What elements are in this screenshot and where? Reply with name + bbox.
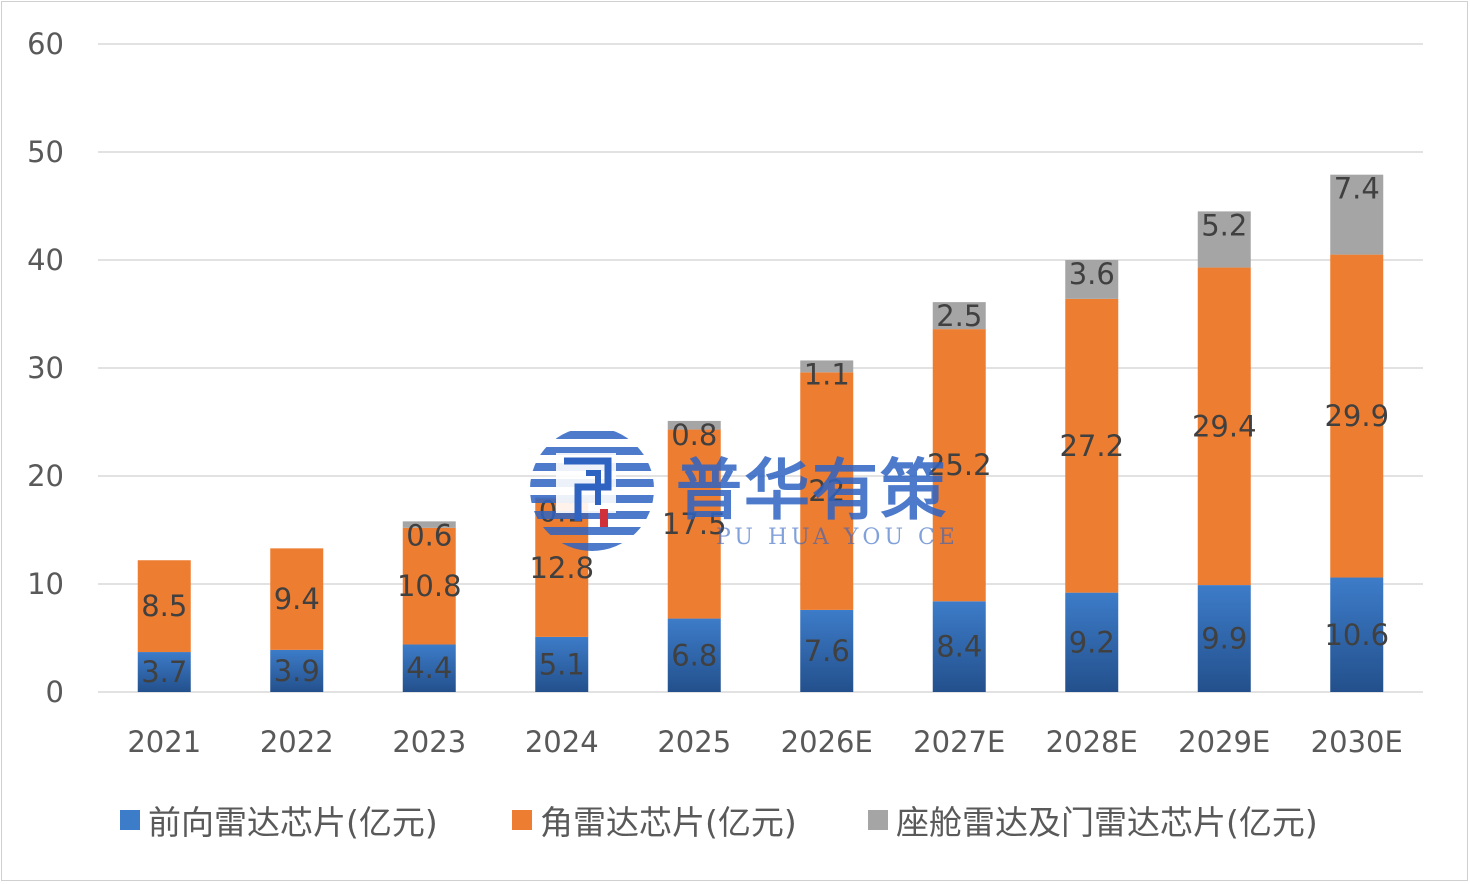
bar-segment <box>535 636 589 692</box>
data-label: 8.5 <box>141 589 187 623</box>
bar-segment <box>1330 174 1384 255</box>
bar-segment <box>535 498 589 637</box>
data-label: 9.4 <box>274 582 320 616</box>
data-label: 9.9 <box>1201 622 1247 656</box>
bar-segment <box>800 360 854 373</box>
bar-segment <box>270 649 324 692</box>
bar-segment <box>270 548 324 650</box>
data-label: 12.8 <box>529 551 594 585</box>
y-tick-label: 20 <box>27 459 64 493</box>
bar-segment <box>1197 211 1251 268</box>
bar-segment <box>1065 592 1119 692</box>
bar-segment <box>800 609 854 692</box>
legend-label: 座舱雷达及门雷达芯片(亿元) <box>896 803 1318 842</box>
legend-label: 角雷达芯片(亿元) <box>540 803 797 842</box>
stacked-bar-chart: 0 10 20 30 40 50 60 3.7 8.5 3.9 9.4 4.4 10.8 0.6 5.1 1… <box>27 27 1423 759</box>
data-label: 0.6 <box>406 518 452 552</box>
data-labels: 3.7 8.5 3.9 9.4 4.4 10.8 0.6 5.1 12.8 0.1 6.8 17.5 0… <box>141 172 1389 689</box>
data-label: 29.9 <box>1324 399 1389 433</box>
data-label: 6.8 <box>671 638 717 672</box>
x-tick-label: 2025 <box>657 725 731 759</box>
x-tick-label: 2021 <box>127 725 201 759</box>
y-tick-label: 50 <box>27 135 64 169</box>
y-tick-label: 10 <box>27 567 64 601</box>
bar-segment <box>667 429 721 619</box>
x-tick-label: 2026E <box>781 725 873 759</box>
data-label: 27.2 <box>1059 429 1124 463</box>
data-label: 7.6 <box>804 634 850 668</box>
legend-item: 前向雷达芯片(亿元) <box>120 796 438 844</box>
bar-segment <box>402 644 456 692</box>
bar-segment <box>402 521 456 528</box>
data-label: 0.8 <box>671 418 717 452</box>
data-label: 9.2 <box>1069 625 1115 659</box>
y-tick-label: 0 <box>46 675 64 709</box>
x-tick-label: 2023 <box>392 725 466 759</box>
data-label: 10.8 <box>397 569 462 603</box>
y-axis-ticks: 0 10 20 30 40 50 60 <box>27 27 64 709</box>
bar-segment <box>932 329 986 602</box>
bar-segment <box>667 618 721 692</box>
bar-segment <box>1197 267 1251 586</box>
data-label: 5.2 <box>1201 208 1247 242</box>
legend-item: 座舱雷达及门雷达芯片(亿元) <box>868 796 1318 844</box>
bar-segment <box>667 420 721 430</box>
bar-segment <box>1330 577 1384 692</box>
data-label: 5.1 <box>539 647 585 681</box>
bar-segment <box>137 652 191 692</box>
data-label: 3.6 <box>1069 257 1115 291</box>
data-label: 22 <box>808 474 845 508</box>
x-tick-label: 2022 <box>260 725 334 759</box>
bar-segment <box>1197 585 1251 692</box>
bar-segment <box>1065 298 1119 593</box>
data-label: 1.1 <box>804 357 850 391</box>
x-tick-label: 2028E <box>1046 725 1138 759</box>
x-tick-label: 2029E <box>1178 725 1270 759</box>
bar-segment <box>932 302 986 330</box>
legend: 前向雷达芯片(亿元) 角雷达芯片(亿元) 座舱雷达及门雷达芯片(亿元) <box>0 796 1471 846</box>
legend-label: 前向雷达芯片(亿元) <box>148 803 438 842</box>
bars <box>137 174 1384 692</box>
y-tick-label: 30 <box>27 351 64 385</box>
y-tick-label: 40 <box>27 243 64 277</box>
data-label: 4.4 <box>406 651 452 685</box>
data-label: 0.1 <box>539 495 585 529</box>
legend-swatch <box>120 810 140 830</box>
bar-segment <box>1065 260 1119 299</box>
data-label: 7.4 <box>1334 172 1380 206</box>
bar-segment <box>932 601 986 692</box>
data-label: 29.4 <box>1192 409 1257 443</box>
bar-segment <box>1330 254 1384 578</box>
x-axis-ticks: 2021 2022 2023 2024 2025 2026E 2027E 2028E 2029E… <box>127 725 1402 759</box>
x-tick-label: 2024 <box>525 725 599 759</box>
bar-segment <box>402 527 456 645</box>
bar-segment <box>137 560 191 653</box>
data-label: 8.4 <box>936 630 982 664</box>
y-tick-label: 60 <box>27 27 64 61</box>
legend-item: 角雷达芯片(亿元) <box>512 796 797 844</box>
data-label: 17.5 <box>662 507 727 541</box>
legend-swatch <box>868 810 888 830</box>
data-label: 10.6 <box>1324 618 1389 652</box>
bar-segment <box>800 372 854 610</box>
legend-swatch <box>512 810 532 830</box>
data-label: 2.5 <box>936 299 982 333</box>
data-label: 3.7 <box>141 655 187 689</box>
data-label: 25.2 <box>927 448 992 482</box>
x-tick-label: 2027E <box>913 725 1005 759</box>
data-label: 3.9 <box>274 654 320 688</box>
x-tick-label: 2030E <box>1311 725 1403 759</box>
